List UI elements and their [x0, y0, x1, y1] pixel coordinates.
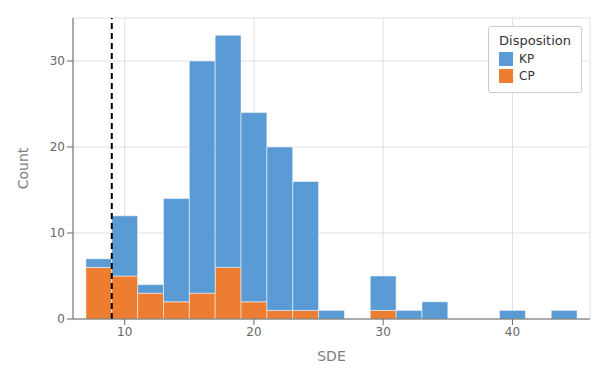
svg-text:20: 20	[246, 325, 261, 339]
svg-text:30: 30	[376, 325, 391, 339]
svg-text:30: 30	[50, 54, 65, 68]
svg-text:0: 0	[57, 312, 65, 326]
svg-text:40: 40	[505, 325, 520, 339]
svg-text:SDE: SDE	[317, 348, 346, 364]
html-text:KP: KP	[519, 52, 535, 66]
html-text:CP: CP	[519, 69, 535, 83]
html-text:Disposition: Disposition	[499, 33, 571, 48]
svg-text:20: 20	[50, 140, 65, 154]
svg-text:10: 10	[117, 325, 132, 339]
svg-text:10: 10	[50, 226, 65, 240]
svg-text:Count: Count	[15, 147, 31, 189]
